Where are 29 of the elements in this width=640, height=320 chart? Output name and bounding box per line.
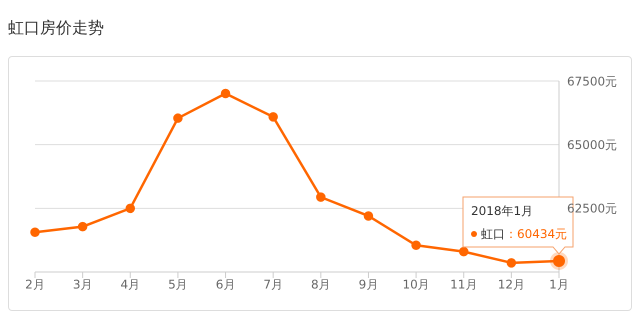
annotation: 2018年1月 [471,204,534,218]
annotation: ：60434元 [505,226,568,241]
x-tick-label: 4月 [120,278,140,292]
x-tick-label: 10月 [402,278,430,292]
x-tick-label: 1月 [549,278,569,292]
x-tick-label: 3月 [72,278,92,292]
x-tick-label: 2月 [25,278,45,292]
point [506,258,516,268]
x-tick-label: 7月 [263,278,283,292]
point [30,228,40,238]
point [458,246,468,256]
x-tick-label: 9月 [358,278,378,292]
point [364,211,374,221]
point [411,240,421,250]
y-tick-label: 67500元 [567,74,618,88]
point [78,222,88,232]
x-tick-label: 11月 [450,278,478,292]
point [316,192,326,202]
x-tick-label: 5月 [168,278,188,292]
x-tick-label: 12月 [498,278,526,292]
point [173,113,183,123]
legend-label: 虹口 [481,226,505,241]
x-tick-label: 6月 [216,278,236,292]
y-tick-label: 65000元 [567,138,618,152]
chart-title: 虹口房价走势 [8,17,105,39]
point [220,88,230,98]
x-tick-label: 8月 [311,278,331,292]
point [268,112,278,122]
point [126,204,136,214]
